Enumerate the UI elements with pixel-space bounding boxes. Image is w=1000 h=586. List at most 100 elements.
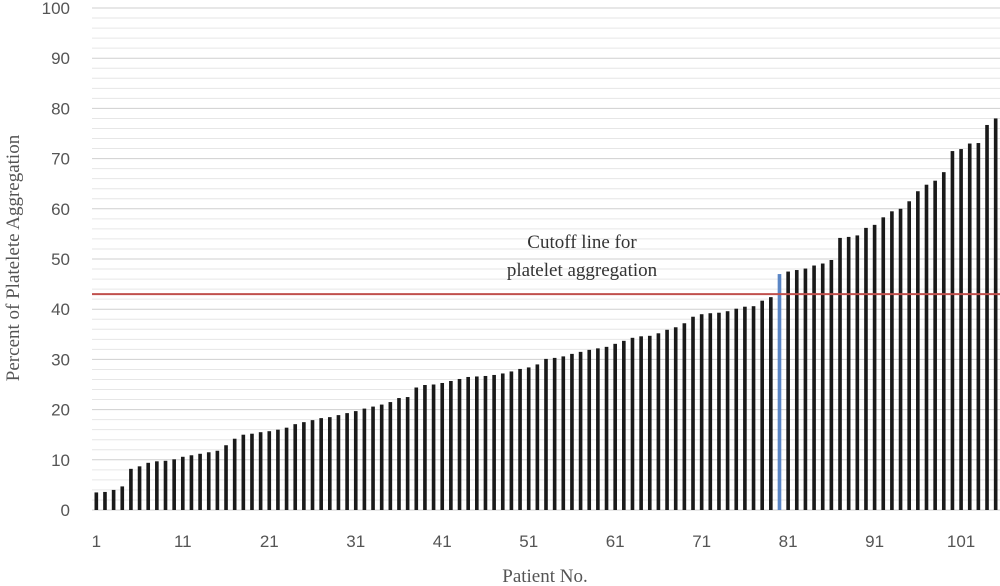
bar [302,422,306,510]
bar [535,364,540,510]
bar [518,368,522,510]
bar [673,327,678,510]
bar [466,376,470,510]
bar [907,201,912,510]
bar [180,456,185,510]
bar [172,459,176,510]
bar [267,431,272,510]
bar [751,306,756,510]
bar [985,124,989,510]
cutoff-label-line-2: platelet aggregation [507,260,658,281]
bar [864,227,868,510]
bar [613,343,617,510]
bar [371,406,375,510]
bar [163,460,168,510]
bar [734,308,739,510]
bar [327,417,332,510]
bar [414,387,419,510]
bar [189,455,194,510]
x-tick-labels: 1 11 21 31 41 51 61 71 81 91 101 [92,532,976,551]
bar [647,335,652,510]
bar [526,367,531,510]
bar [846,236,851,510]
bar [630,337,635,510]
bar [293,424,298,510]
bar [596,348,600,510]
y-tick-label: 60 [51,200,70,219]
bar [94,492,99,510]
y-tick-label: 70 [51,150,70,169]
bar [760,300,764,510]
y-tick-label: 0 [61,501,70,520]
bar [137,466,142,510]
bar [743,306,747,510]
bar [717,312,721,510]
bar [993,118,998,510]
bar [111,489,116,510]
bar [561,356,566,510]
bar [812,265,816,510]
bar [129,468,133,510]
bar [898,208,903,511]
x-tick-label: 11 [174,532,192,551]
bar [803,268,808,510]
bar [457,378,462,510]
bar [215,450,220,510]
bar [449,380,453,510]
y-tick-label: 80 [51,99,70,118]
bar [500,373,505,510]
bar [284,427,289,510]
x-tick-label: 81 [779,532,798,551]
bar [544,358,548,510]
bar [276,429,280,510]
bar [405,397,410,510]
x-tick-label: 61 [606,532,625,551]
y-tick-label: 30 [51,350,70,369]
bar [440,382,445,510]
y-tick-label: 90 [51,49,70,68]
bar [890,211,894,510]
x-axis-title: Patient No. [502,566,588,586]
bar [509,371,514,510]
y-tick-label: 40 [51,300,70,319]
bar [319,418,323,510]
bar [665,329,669,510]
bar [206,452,211,510]
bar [388,402,393,510]
bar [967,143,972,511]
bar [336,415,341,510]
bar [916,191,920,511]
bar [933,180,937,510]
bar [725,311,730,510]
bar [250,433,254,510]
bar [362,408,367,510]
bar [552,357,557,510]
bar [492,374,496,510]
bar [146,462,151,510]
bar [310,420,315,510]
bar [769,297,773,510]
bar [397,398,401,510]
bar [431,384,436,510]
bar [682,323,687,510]
x-tick-label: 21 [260,532,279,551]
bar [838,237,842,511]
bar [820,263,825,510]
bars [94,118,998,511]
bar [353,411,358,510]
bar [699,314,704,510]
bar [578,351,583,510]
bar [691,316,695,510]
bar [241,434,246,510]
bar [483,375,488,510]
bar [656,333,661,510]
y-tick-labels: 0 10 20 30 40 50 60 70 80 90 100 [42,0,70,520]
bar [708,313,713,510]
bar [475,376,479,510]
bar [622,340,626,510]
bar [103,491,107,510]
bar [155,461,159,510]
x-tick-label: 1 [92,532,101,551]
bar [950,151,955,510]
